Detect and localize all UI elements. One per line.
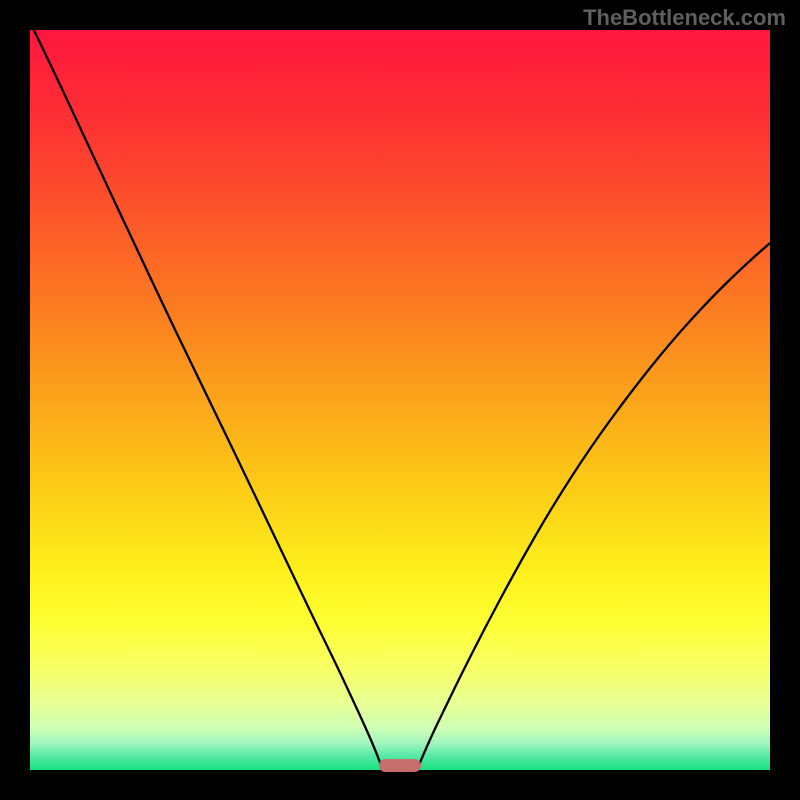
bottleneck-chart xyxy=(0,0,800,800)
watermark-text: TheBottleneck.com xyxy=(583,5,786,31)
chart-container: TheBottleneck.com xyxy=(0,0,800,800)
optimal-marker xyxy=(379,759,421,772)
plot-background xyxy=(30,30,770,770)
